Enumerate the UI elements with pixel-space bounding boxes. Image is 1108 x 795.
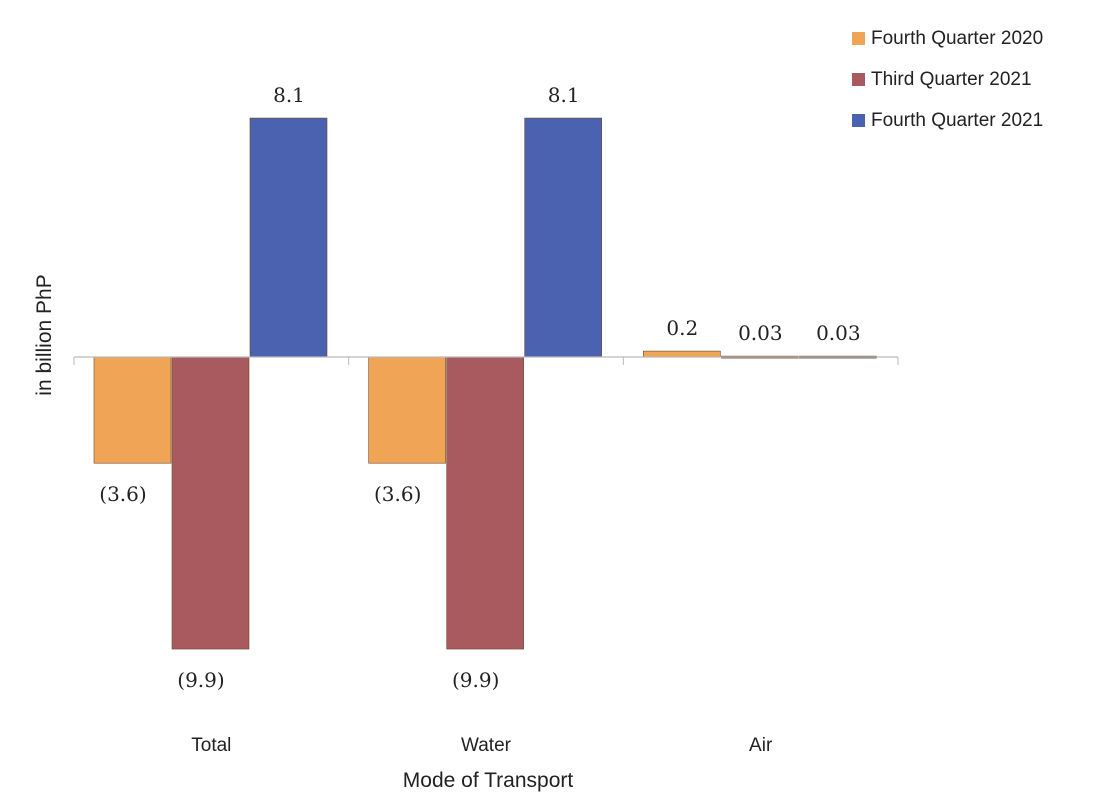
data-label: 0.03	[816, 321, 861, 345]
bar-fourth-quarter-2021-total	[249, 117, 328, 358]
chart-legend: Fourth Quarter 2020 Third Quarter 2021 Fou…	[852, 28, 1043, 131]
legend-swatch	[852, 32, 865, 45]
x-tick-label: Water	[461, 735, 512, 756]
legend-entry: Third Quarter 2021	[871, 69, 1032, 90]
data-label: (9.9)	[452, 668, 499, 692]
bar-fourth-quarter-2020-total	[93, 356, 172, 464]
plot-area: (3.6) (9.9) 8.1 Total (3.6) (9.9) 8.1 Water 0.2 0…	[73, 83, 899, 756]
legend-swatch	[852, 114, 865, 127]
data-label: (3.6)	[99, 482, 146, 506]
bar-fourth-quarter-2020-air	[643, 350, 721, 358]
bar-fourth-quarter-2021-water	[524, 117, 602, 358]
data-label: 8.1	[273, 83, 305, 107]
data-label: (9.9)	[177, 668, 224, 692]
data-label: 0.2	[666, 316, 698, 340]
x-tick-label: Air	[749, 735, 773, 756]
bar-fourth-quarter-2020-water	[368, 356, 446, 464]
bar-third-quarter-2021-water	[446, 356, 524, 650]
bar-third-quarter-2021-total	[171, 356, 250, 650]
data-label: 8.1	[548, 83, 580, 107]
legend-entry: Fourth Quarter 2020	[871, 28, 1043, 49]
x-axis-title: Mode of Transport	[403, 769, 574, 792]
x-tick-label: Total	[191, 735, 231, 756]
data-label: (3.6)	[374, 482, 421, 506]
y-axis-title: in billion PhP	[33, 274, 56, 395]
data-label: 0.03	[738, 321, 783, 345]
legend-swatch	[852, 73, 865, 86]
legend-entry: Fourth Quarter 2021	[871, 110, 1043, 131]
